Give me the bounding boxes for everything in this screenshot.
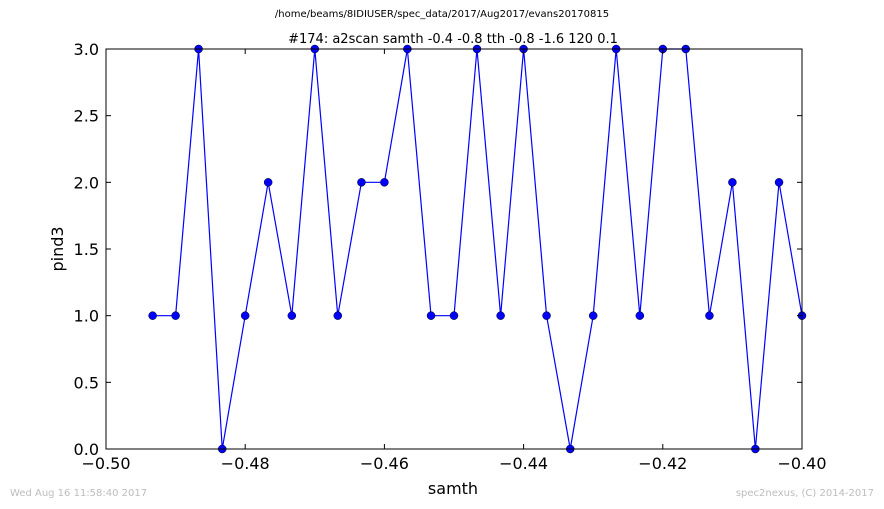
y-tick-label: 3.0 (74, 40, 99, 59)
figure-suptitle: /home/beams/8IDIUSER/spec_data/2017/Aug2… (274, 9, 610, 20)
data-point (240, 311, 250, 320)
x-tick-label: −0.50 (81, 454, 130, 473)
x-tick-label: −0.42 (638, 454, 687, 473)
y-tick-label: 1.5 (74, 240, 99, 259)
y-tick-label: 0.5 (74, 373, 99, 392)
x-tick-label: −0.46 (360, 454, 409, 473)
x-tick-label: −0.48 (221, 454, 270, 473)
data-point (449, 311, 459, 320)
data-point (542, 311, 551, 320)
y-axis-label: pind3 (48, 226, 67, 271)
y-tick-label: 2.0 (74, 173, 99, 192)
data-point (588, 311, 598, 320)
data-point (287, 311, 297, 320)
data-point (496, 311, 505, 320)
footer-credit: spec2nexus, (C) 2014-2017 (735, 488, 874, 499)
footer-timestamp: Wed Aug 16 11:58:40 2017 (10, 488, 148, 499)
y-tick-label: 0.0 (74, 440, 99, 459)
data-point (635, 311, 645, 320)
series-line-0 (152, 48, 803, 450)
x-axis-label: samth (428, 479, 478, 498)
data-point (705, 311, 714, 320)
data-point (171, 311, 180, 320)
y-tick-label: 1.0 (74, 307, 99, 326)
chart-title: #174: a2scan samth -0.4 -0.8 tth -0.8 -1… (288, 32, 618, 47)
plot-area: −0.50 −0.48 −0.46 −0.44 −0.42 −0.40 0.0 0.5 1.0 1… (74, 40, 827, 473)
x-tick-label: −0.44 (499, 454, 548, 473)
data-point (263, 178, 273, 187)
data-point (357, 178, 366, 187)
data-point (380, 178, 389, 187)
data-point (774, 178, 784, 187)
data-point (148, 311, 157, 320)
x-tick-label: −0.40 (777, 454, 826, 473)
data-point (426, 311, 436, 320)
y-tick-label: 2.5 (74, 107, 99, 126)
data-point (333, 311, 343, 320)
data-point (728, 178, 737, 187)
